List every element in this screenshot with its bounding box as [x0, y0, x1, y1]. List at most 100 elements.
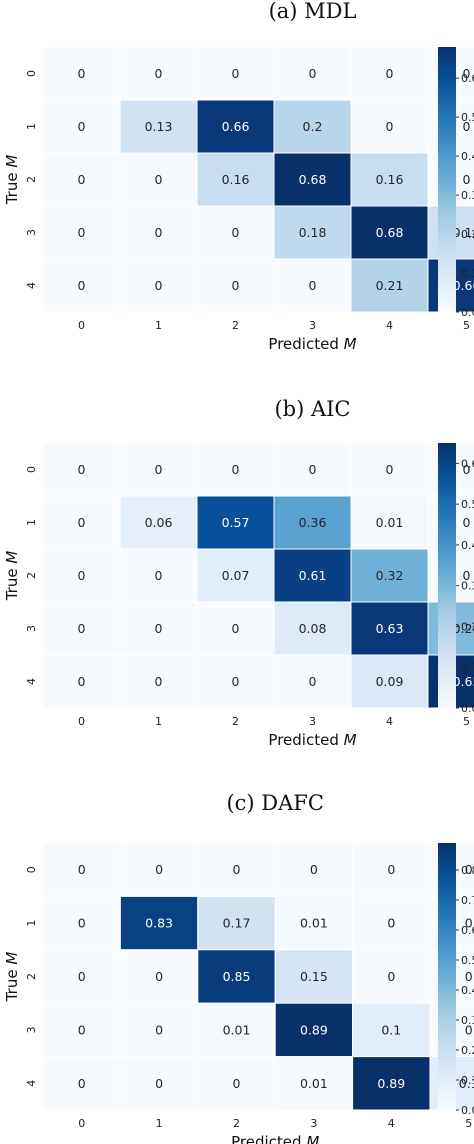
cell-value-label: 0 [386, 66, 394, 81]
heatmap-cell [350, 152, 429, 207]
heatmap-cell [350, 205, 429, 260]
heatmap-cell [273, 548, 352, 603]
cell-value-label: 0 [155, 862, 163, 877]
cell-value-label: 0 [232, 278, 240, 293]
heatmap-cell [196, 205, 275, 260]
colorbar-tick-label: 0.1 [461, 661, 474, 674]
x-tick-label: 0 [78, 715, 85, 728]
cell-value-label: 0 [78, 172, 86, 187]
cell-value-label: 0.01 [223, 1022, 251, 1037]
cell-value-label: 0.65 [453, 674, 474, 689]
cell-value-label: 0 [155, 674, 163, 689]
chart-title: (a) MDL [269, 0, 357, 23]
cell-value-label: 0.32 [376, 568, 404, 583]
colorbar-tick-label: 0.1 [461, 1074, 474, 1087]
y-tick-label: 4 [25, 282, 38, 289]
cell-value-label: 0 [387, 862, 395, 877]
colorbar-tick-label: 0.0 [461, 702, 474, 715]
heatmap-cell [350, 548, 429, 603]
cell-value-label: 0.01 [300, 916, 328, 931]
cell-value-label: 0 [233, 862, 241, 877]
x-tick-label: 3 [310, 1117, 317, 1130]
x-tick-label: 1 [155, 319, 162, 332]
colorbar-tick-label: 0.3 [461, 580, 474, 593]
heatmap-cell [119, 99, 198, 154]
heatmap-cell [196, 258, 275, 313]
chart-title: (b) AIC [274, 397, 350, 421]
cell-value-label: 0 [386, 119, 394, 134]
x-tick-label: 0 [78, 1117, 85, 1130]
cell-value-label: 0.85 [223, 969, 251, 984]
cell-value-label: 0 [463, 462, 471, 477]
heatmap-cell [274, 842, 354, 897]
cell-value-label: 0 [78, 515, 86, 530]
x-tick-label: 4 [386, 319, 393, 332]
cell-value-label: 0.89 [377, 1076, 405, 1091]
y-tick-label: 1 [25, 123, 38, 130]
colorbar-tick-label: 0.5 [461, 498, 474, 511]
x-axis-label: Predicted M [268, 335, 356, 353]
cell-value-label: 0 [78, 621, 86, 636]
y-axis-label: True M [3, 155, 21, 206]
colorbar-tick-label: 0.2 [461, 620, 474, 633]
cell-value-label: 0.61 [299, 568, 327, 583]
cell-value-label: 0 [155, 225, 163, 240]
x-tick-label: 5 [465, 1117, 472, 1130]
colorbar-tick-label: 0.2 [461, 1044, 474, 1057]
cell-value-label: 0 [78, 568, 86, 583]
heatmap-cell [196, 601, 275, 656]
y-axis-label: True M [3, 952, 21, 1003]
cell-value-label: 0 [155, 462, 163, 477]
cell-value-label: 0.66 [222, 119, 250, 134]
x-tick-label: 2 [233, 1117, 240, 1130]
colorbar [438, 47, 456, 312]
cell-value-label: 0 [78, 862, 86, 877]
cell-value-label: 0.1 [459, 1076, 474, 1091]
cell-value-label: 0.66 [453, 278, 474, 293]
cell-value-label: 0 [309, 66, 317, 81]
heatmap-cell [350, 495, 429, 550]
colorbar-tick-label: 0.4 [461, 150, 474, 163]
cell-value-label: 0.08 [299, 621, 327, 636]
cell-value-label: 0.21 [376, 278, 404, 293]
y-tick-label: 3 [25, 1026, 38, 1033]
cell-value-label: 0 [155, 621, 163, 636]
cell-value-label: 0 [232, 66, 240, 81]
heatmap-cell [352, 949, 431, 1004]
cell-value-label: 0.14 [453, 225, 474, 240]
heatmap-cell [119, 949, 199, 1004]
cell-value-label: 0.15 [300, 969, 328, 984]
y-axis-label: True M [3, 551, 21, 602]
heatmap-cell [274, 895, 354, 951]
cell-value-label: 0.01 [300, 1076, 328, 1091]
y-tick-label: 2 [25, 973, 38, 980]
cell-value-label: 0 [155, 278, 163, 293]
cell-value-label: 0.18 [299, 225, 327, 240]
cell-value-label: 0 [78, 225, 86, 240]
heatmap-cell [42, 949, 121, 1004]
x-tick-label: 3 [309, 319, 316, 332]
x-axis-label: Predicted M [231, 1133, 319, 1144]
colorbar-tick-label: 0.2 [461, 228, 474, 241]
cell-value-label: 0 [309, 278, 317, 293]
cell-value-label: 0 [78, 969, 86, 984]
heatmap-cell [119, 842, 199, 897]
x-tick-label: 3 [309, 715, 316, 728]
chart-title: (c) DAFC [226, 791, 323, 815]
heatmap-cell [273, 442, 352, 497]
y-tick-label: 1 [25, 519, 38, 526]
heatmap-cell [350, 654, 429, 709]
cell-value-label: 0.83 [145, 916, 173, 931]
cell-value-label: 0 [387, 969, 395, 984]
heatmap-cell [352, 1002, 431, 1058]
y-tick-label: 0 [25, 466, 38, 473]
cell-value-label: 0.09 [376, 674, 404, 689]
cell-value-label: 0 [463, 66, 471, 81]
cell-value-label: 0 [465, 862, 473, 877]
colorbar-tick-label: 0.8 [461, 864, 474, 877]
cell-value-label: 0 [78, 1076, 86, 1091]
cell-value-label: 0 [155, 66, 163, 81]
y-tick-label: 3 [25, 625, 38, 632]
cell-value-label: 0 [155, 568, 163, 583]
y-tick-label: 3 [25, 229, 38, 236]
